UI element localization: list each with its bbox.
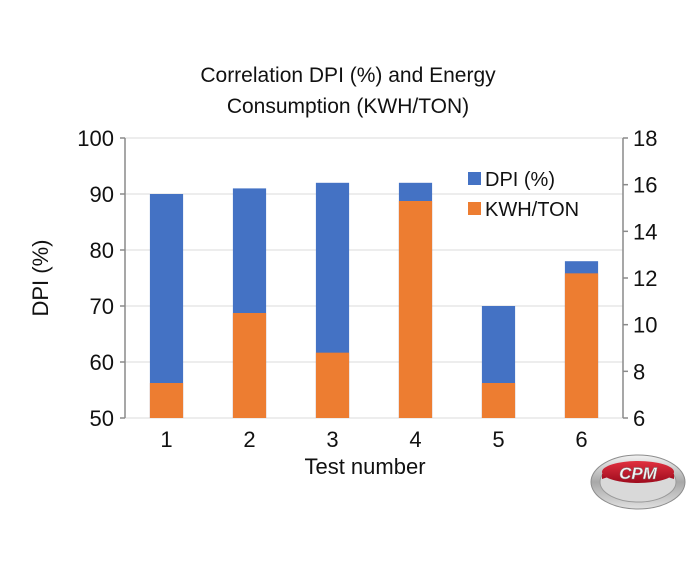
legend: DPI (%) KWH/TON xyxy=(468,169,579,221)
bar-kwh-test-3 xyxy=(315,352,350,418)
bar-dpi-test-1 xyxy=(149,194,184,418)
x-tick-label: 5 xyxy=(492,427,504,452)
bar-kwh-test-5 xyxy=(481,383,516,418)
right-tick-label: 14 xyxy=(633,219,657,244)
right-tick-label: 16 xyxy=(633,173,657,198)
bar-kwh-test-4 xyxy=(398,201,433,418)
bar-kwh-test-2 xyxy=(232,313,267,418)
bar-kwh-test-1 xyxy=(149,383,184,418)
x-tick-label: 3 xyxy=(326,427,338,452)
left-tick-label: 100 xyxy=(77,126,114,151)
logo-text: CPM xyxy=(619,464,658,483)
x-tick-label: 6 xyxy=(575,427,587,452)
left-tick-label: 90 xyxy=(90,182,114,207)
left-tick-label: 80 xyxy=(90,238,114,263)
legend-label-kwh: KWH/TON xyxy=(485,199,579,221)
gridlines xyxy=(125,137,623,419)
legend-label-dpi: DPI (%) xyxy=(485,169,555,191)
right-tick-label: 6 xyxy=(633,406,645,431)
left-axis-ticks: 50 60 70 80 90 100 xyxy=(77,126,125,431)
left-tick-label: 70 xyxy=(90,294,114,319)
cpm-logo: CPM xyxy=(590,454,686,510)
chart-title-line-1: Correlation DPI (%) and Energy xyxy=(200,64,496,87)
y-axis-label: DPI (%) xyxy=(28,240,53,317)
bars xyxy=(149,182,599,418)
right-tick-label: 10 xyxy=(633,313,657,338)
left-tick-label: 60 xyxy=(90,350,114,375)
logo-red-field xyxy=(602,461,674,483)
x-tick-label: 4 xyxy=(409,427,421,452)
bar-kwh-test-6 xyxy=(564,273,599,418)
x-axis-label: Test number xyxy=(304,454,425,479)
chart-title-line-2: Consumption (KWH/TON) xyxy=(227,95,469,118)
legend-swatch-dpi xyxy=(468,172,481,185)
x-tick-label: 2 xyxy=(243,427,255,452)
legend-swatch-kwh xyxy=(468,202,481,215)
left-tick-label: 50 xyxy=(90,406,114,431)
right-tick-label: 12 xyxy=(633,266,657,291)
right-axis-ticks: 6 8 10 12 14 16 18 xyxy=(623,126,657,431)
x-axis-ticks: 1 2 3 4 5 6 xyxy=(160,427,587,452)
x-tick-label: 1 xyxy=(160,427,172,452)
right-tick-label: 18 xyxy=(633,126,657,151)
right-tick-label: 8 xyxy=(633,359,645,384)
